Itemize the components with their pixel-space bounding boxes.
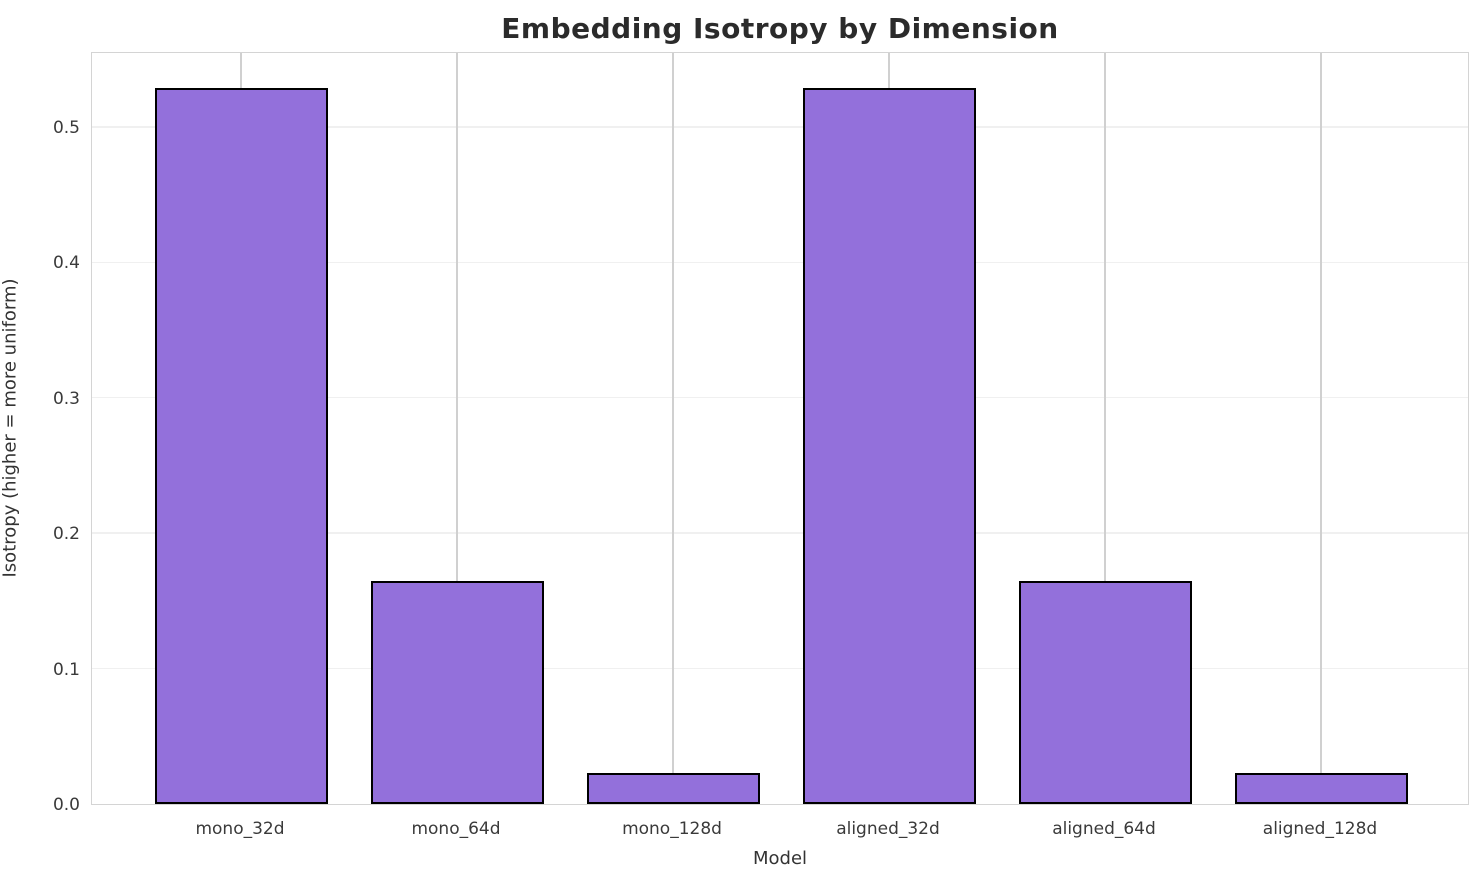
bar-aligned_32d bbox=[802, 87, 976, 804]
v-gridline bbox=[456, 53, 458, 804]
bar-aligned_128d bbox=[1234, 772, 1408, 804]
chart-title: Embedding Isotropy by Dimension bbox=[501, 12, 1059, 45]
h-gridline bbox=[92, 261, 1468, 264]
h-gridline bbox=[92, 126, 1468, 128]
y-tick-label: 0.3 bbox=[52, 388, 80, 409]
y-tick-label: 0.0 bbox=[52, 795, 80, 815]
v-gridline bbox=[1104, 53, 1106, 804]
x-axis-label: Model bbox=[752, 848, 808, 869]
x-tick-label: aligned_128d bbox=[1262, 819, 1378, 839]
v-gridline bbox=[672, 53, 674, 804]
x-tick-label: mono_64d bbox=[411, 819, 501, 839]
h-gridline bbox=[92, 532, 1468, 534]
v-gridline bbox=[1320, 53, 1322, 804]
x-tick-label: mono_32d bbox=[195, 819, 285, 839]
h-gridline bbox=[92, 396, 1468, 399]
bar-aligned_64d bbox=[1018, 580, 1192, 804]
y-tick-label: 0.4 bbox=[52, 253, 80, 274]
bar-mono_128d bbox=[586, 772, 760, 804]
x-tick-label: aligned_64d bbox=[1052, 819, 1156, 839]
x-tick-label: aligned_32d bbox=[836, 819, 940, 839]
bar-mono_32d bbox=[154, 87, 328, 804]
y-tick-label: 0.2 bbox=[52, 524, 80, 545]
h-gridline bbox=[92, 667, 1468, 670]
x-tick-label: mono_128d bbox=[622, 819, 722, 839]
y-tick-label: 0.5 bbox=[52, 117, 80, 138]
bar-mono_64d bbox=[370, 580, 544, 804]
plot-area bbox=[91, 52, 1469, 805]
y-tick-label: 0.1 bbox=[52, 659, 80, 680]
